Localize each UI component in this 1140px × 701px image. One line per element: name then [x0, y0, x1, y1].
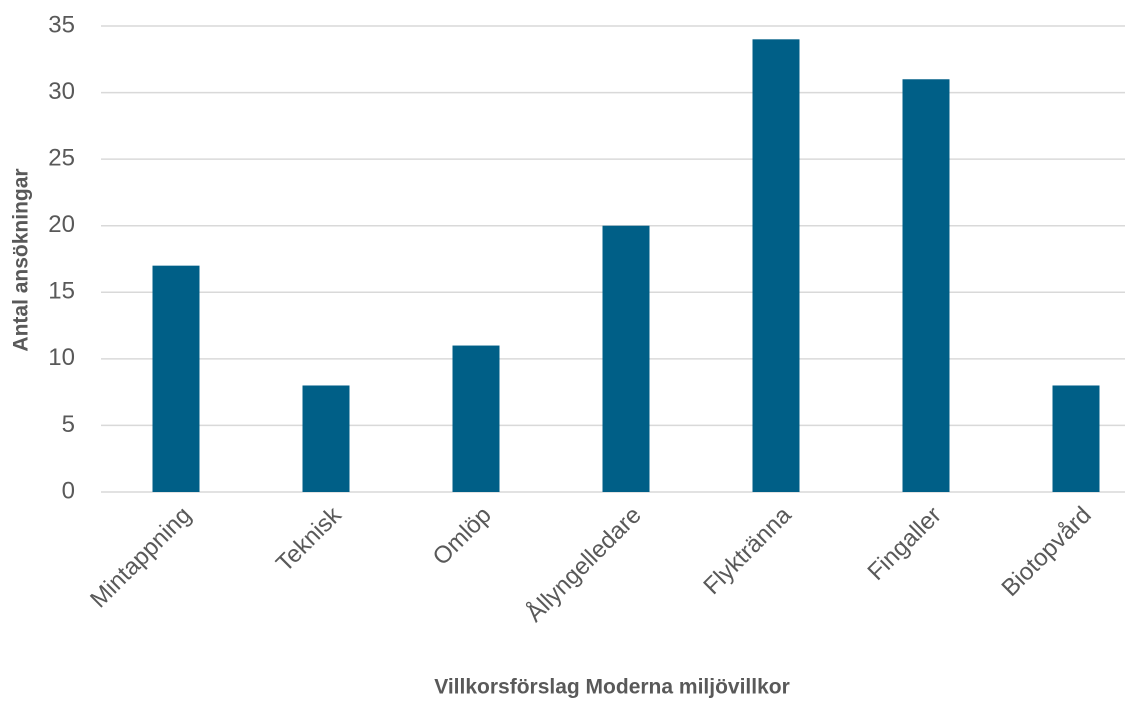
bar [752, 39, 800, 493]
y-tick-label: 25 [48, 144, 75, 171]
y-tick-label: 0 [62, 477, 75, 504]
x-axis-title: Villkorsförslag Moderna miljövillkor [434, 676, 790, 699]
y-tick-label: 30 [48, 78, 75, 105]
x-tick-label: Mintappning [85, 502, 197, 614]
x-tick-label: Omlöp [428, 502, 497, 571]
y-tick-label: 5 [62, 411, 75, 438]
x-tick-label: Fingaller [863, 502, 947, 586]
bar [302, 385, 350, 492]
bar [1052, 385, 1100, 492]
bar [152, 265, 200, 492]
bar [902, 79, 950, 492]
y-tick-label: 35 [48, 11, 75, 38]
y-tick-label: 10 [48, 344, 75, 371]
x-tick-label: Flyktränna [698, 501, 797, 600]
y-tick-label: 15 [48, 278, 75, 305]
y-tick-label: 20 [48, 211, 75, 238]
x-tick-label: Biotopvård [996, 502, 1096, 602]
x-tick-label: Ållyngelledare [520, 501, 646, 627]
bar [602, 225, 650, 492]
y-axis-title: Antal ansökningar [10, 168, 33, 351]
bar [452, 345, 500, 492]
x-tick-label: Teknisk [271, 501, 347, 577]
